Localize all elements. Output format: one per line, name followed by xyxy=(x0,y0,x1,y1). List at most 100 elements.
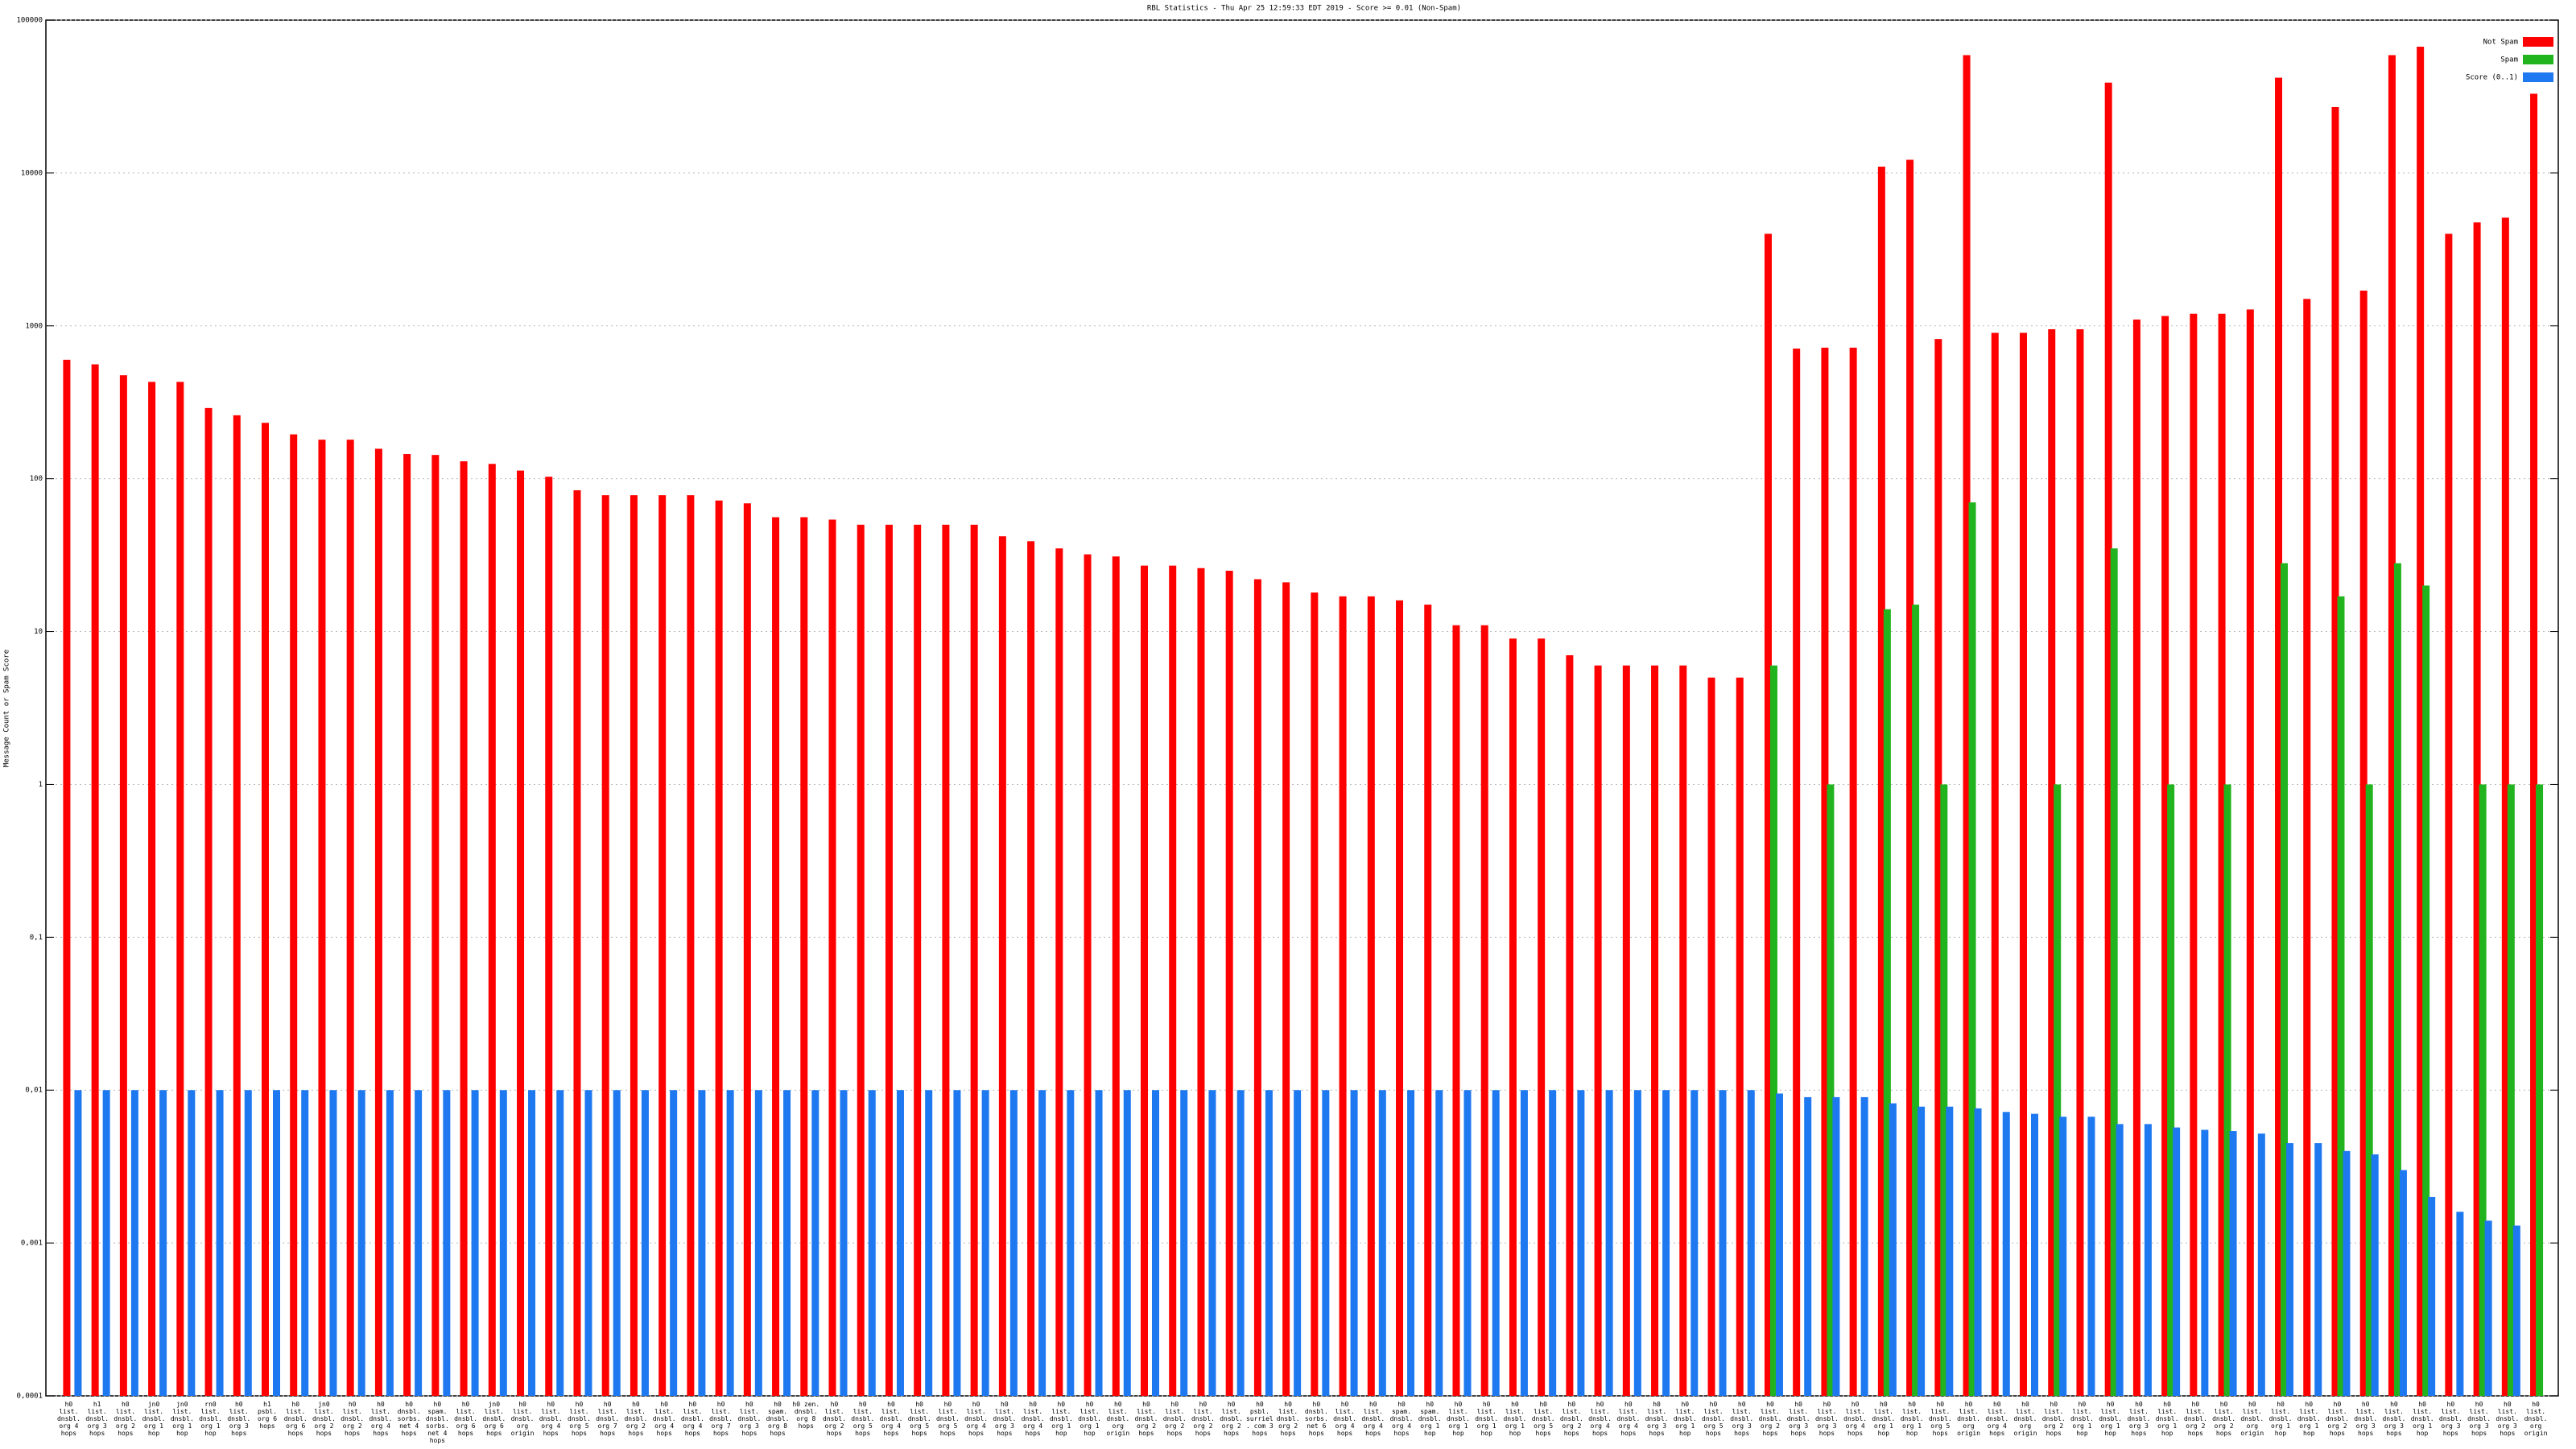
bar xyxy=(2110,548,2118,1396)
legend-swatch xyxy=(2523,72,2553,82)
bar xyxy=(698,1090,706,1396)
bar xyxy=(981,1090,989,1396)
bar xyxy=(857,524,865,1397)
bar xyxy=(1832,1096,1840,1396)
x-tick-label: h0 list. dnsbl. org 3 hops xyxy=(1814,1401,1839,1437)
x-tick-label: h0 list. dnsbl. org 1 hop xyxy=(2410,1401,2434,1437)
bar xyxy=(1940,784,1948,1396)
bar xyxy=(1350,1090,1358,1396)
x-tick-label: h0 spam. dnsbl. org 4 hops xyxy=(1389,1401,1414,1437)
bar xyxy=(2281,563,2289,1396)
bar xyxy=(1509,638,1517,1396)
bar xyxy=(715,500,723,1397)
bar xyxy=(1793,349,1801,1396)
bar xyxy=(1538,638,1546,1396)
bar xyxy=(2116,1124,2124,1396)
bar xyxy=(1378,1090,1386,1396)
bar xyxy=(102,1090,110,1396)
bar xyxy=(1594,665,1602,1396)
x-tick-label: h0 list. dnsbl. org 1 hop xyxy=(1078,1401,1101,1437)
bar xyxy=(670,1090,678,1396)
bar xyxy=(1084,554,1092,1396)
bar xyxy=(1633,1090,1641,1396)
bar xyxy=(1123,1090,1131,1396)
bar xyxy=(2331,106,2339,1397)
bar xyxy=(613,1090,621,1396)
bar xyxy=(1225,570,1233,1396)
bar xyxy=(914,524,922,1397)
y-tick-label: 100000 xyxy=(16,17,43,25)
bar xyxy=(2030,1113,2038,1396)
bar xyxy=(726,1090,734,1396)
x-tick-label: h0 list. dnsbl. org 3 hops xyxy=(1645,1401,1669,1437)
bar xyxy=(828,519,836,1396)
x-tick-label: h0 list. dnsbl. org 5 hops xyxy=(1531,1401,1555,1437)
x-tick-label: h0 list. dnsbl. org 1 hop xyxy=(1673,1401,1697,1437)
bar xyxy=(1407,1090,1415,1396)
bar xyxy=(2359,291,2368,1397)
bar xyxy=(1679,665,1687,1396)
bar xyxy=(471,1090,479,1396)
bar xyxy=(1197,568,1205,1396)
bar xyxy=(925,1090,933,1396)
bar xyxy=(528,1090,536,1396)
bar xyxy=(573,490,581,1396)
bar xyxy=(1775,1093,1783,1396)
y-tick-label: 10 xyxy=(34,628,43,636)
bar xyxy=(2223,784,2231,1396)
bar xyxy=(403,454,411,1396)
bar xyxy=(499,1090,507,1396)
x-tick-label: h0 list. dnsbl. org 3 hops xyxy=(1786,1401,1810,1437)
bar xyxy=(1736,677,1744,1396)
x-tick-label: h0 list. dnsbl. org origin xyxy=(2013,1401,2037,1437)
x-tick-label: h0 list. dnsbl. org 2 hops xyxy=(1220,1401,1244,1437)
bar xyxy=(290,434,298,1397)
bar xyxy=(1492,1090,1500,1396)
x-tick-label: h0 list. dnsbl. org 1 hop xyxy=(1475,1401,1499,1437)
x-tick-label: h1 list. dnsbl. org 3 hops xyxy=(85,1401,109,1437)
bar xyxy=(2473,222,2481,1396)
bar xyxy=(2428,1196,2436,1396)
x-tick-label: h0 spam. dnsbl. sorbs. net 4 hops xyxy=(425,1401,449,1444)
bar xyxy=(1622,665,1630,1396)
x-tick-label: h0 list. dnsbl. org 4 hops xyxy=(652,1401,676,1437)
bar xyxy=(2246,309,2254,1396)
bar xyxy=(1651,665,1659,1396)
bar xyxy=(1877,167,1885,1396)
bar xyxy=(272,1090,280,1396)
x-tick-label: h0 list. dnsbl. org 1 hop xyxy=(1049,1401,1073,1437)
bar xyxy=(1690,1090,1699,1396)
bar xyxy=(148,382,156,1396)
x-tick-label: h0 list. dnsbl. org 5 hops xyxy=(1702,1401,1725,1437)
x-tick-label: h0 list. dnsbl. org 1 hop xyxy=(1900,1401,1924,1437)
bar xyxy=(443,1090,451,1396)
x-tick-label: h0 list. dnsbl. org 5 hops xyxy=(907,1401,931,1437)
x-tick-label: h0 list. dnsbl. org 4 hops xyxy=(1985,1401,2009,1437)
bar xyxy=(2104,82,2112,1396)
y-tick-label: 0,01 xyxy=(25,1087,43,1095)
bar xyxy=(1180,1090,1188,1396)
bar xyxy=(2048,329,2056,1396)
x-tick-label: jn0 list. dnsbl. org 1 hop xyxy=(142,1401,166,1437)
bar xyxy=(1747,1090,1755,1396)
bar xyxy=(2076,329,2084,1396)
bar xyxy=(1169,565,1177,1397)
bar xyxy=(1151,1090,1159,1396)
bar xyxy=(2417,47,2425,1396)
bar xyxy=(2190,313,2198,1396)
bar xyxy=(460,461,468,1397)
bar xyxy=(2365,784,2373,1396)
bar xyxy=(2399,1170,2407,1396)
bar xyxy=(2536,784,2544,1396)
x-tick-label: h0 list. dnsbl. org 1 hop xyxy=(1447,1401,1470,1437)
x-tick-label: rn0 list. dnsbl. org 1 hop xyxy=(199,1401,222,1437)
bar xyxy=(1311,592,1319,1396)
bar xyxy=(2456,1212,2464,1396)
x-tick-label: jn0 list. dnsbl. org 6 hops xyxy=(482,1401,506,1437)
bar xyxy=(415,1090,423,1396)
x-tick-label: h0 list. dnsbl. org 3 hops xyxy=(2467,1401,2491,1437)
bar xyxy=(1236,1090,1245,1396)
x-tick-label: h0 list. dnsbl. org 3 hops xyxy=(2354,1401,2378,1437)
bar xyxy=(1769,665,1777,1396)
bar xyxy=(1435,1090,1443,1396)
